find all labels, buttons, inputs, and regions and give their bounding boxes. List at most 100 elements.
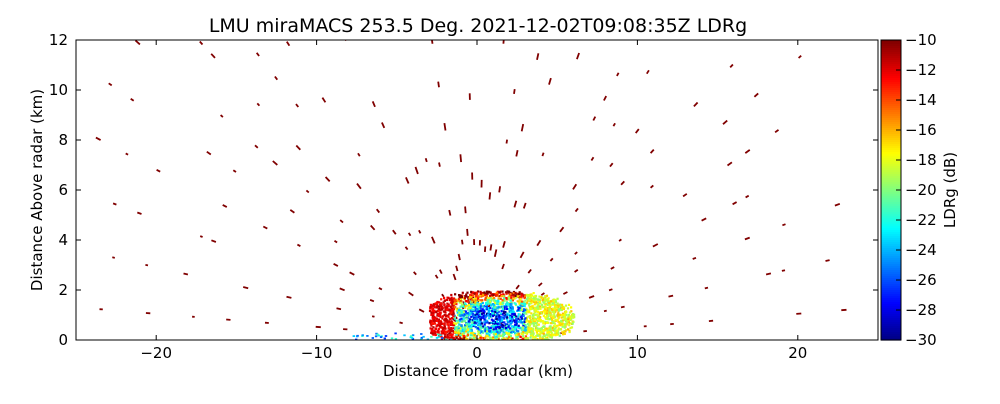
echo-pixel — [463, 317, 465, 319]
echo-pixel — [515, 320, 517, 322]
sparse-return-streak — [414, 272, 417, 275]
colorbar-tick-label: −12 — [905, 61, 937, 79]
echo-pixel — [499, 323, 501, 325]
echo-pixel — [430, 304, 432, 306]
echo-pixel — [496, 292, 498, 294]
sparse-return-streak — [373, 101, 375, 106]
echo-pixel — [471, 299, 473, 301]
sparse-return-streak — [549, 78, 551, 85]
sparse-return-streak — [371, 226, 375, 230]
echo-pixel — [548, 297, 550, 299]
sparse-return-streak — [589, 296, 594, 298]
echo-pixel — [560, 320, 562, 322]
sparse-return-streak — [522, 124, 524, 131]
sparse-return-streak — [591, 157, 593, 160]
y-tick-label: 6 — [58, 181, 68, 199]
echo-pixel — [508, 332, 510, 334]
echo-pixel — [570, 306, 572, 308]
echo-pixel — [534, 336, 536, 338]
sparse-return-streak — [377, 209, 380, 212]
echo-pixel — [523, 315, 525, 317]
y-tick-label: 4 — [58, 231, 68, 249]
sparse-return-streak — [651, 185, 654, 187]
echo-pixel — [530, 312, 532, 314]
echo-pixel — [446, 309, 448, 311]
echo-pixel — [433, 316, 435, 318]
echo-pixel — [442, 332, 444, 334]
echo-pixel — [468, 314, 470, 316]
echo-pixel — [454, 318, 456, 320]
echo-pixel — [429, 321, 431, 323]
sparse-return-streak — [507, 140, 508, 144]
echo-pixel — [537, 334, 539, 336]
echo-pixel — [448, 330, 450, 332]
echo-pixel — [545, 306, 547, 308]
sparse-return-streak — [255, 145, 258, 148]
sparse-return-streak — [296, 104, 298, 107]
echo-pixel — [544, 329, 546, 331]
echo-pixel — [380, 336, 382, 338]
sparse-return-streak — [113, 203, 116, 204]
echo-pixel — [438, 310, 440, 312]
echo-pixel — [505, 327, 507, 329]
echo-pixel — [485, 302, 487, 304]
echo-pixel — [496, 318, 498, 320]
echo-pixel — [480, 303, 482, 305]
echo-pixel — [527, 323, 529, 325]
echo-pixel — [450, 329, 452, 331]
echo-pixel — [507, 321, 509, 323]
sparse-return-streak — [782, 270, 785, 271]
echo-pixel — [505, 291, 507, 293]
echo-pixel — [466, 318, 468, 320]
echo-pixel — [468, 304, 470, 306]
echo-pixel — [530, 333, 532, 335]
x-tick-label: 20 — [788, 344, 807, 362]
echo-pixel — [448, 313, 450, 315]
echo-pixel — [471, 324, 473, 326]
sparse-return-streak — [613, 123, 615, 126]
echo-pixel — [451, 298, 453, 300]
sparse-return-streak — [723, 121, 727, 125]
echo-pixel — [565, 305, 567, 307]
echo-pixel — [522, 326, 524, 328]
echo-pixel — [502, 335, 504, 337]
sparse-return-streak — [157, 170, 161, 172]
echo-pixel — [474, 301, 476, 303]
sparse-return-streak — [406, 247, 408, 250]
echo-pixel — [436, 320, 438, 322]
sparse-return-streak — [322, 98, 325, 103]
echo-pixel — [465, 300, 467, 302]
echo-pixel — [484, 324, 486, 326]
sparse-return-streak — [460, 154, 461, 162]
echo-pixel — [535, 329, 537, 331]
echo-pixel — [518, 327, 520, 329]
echo-pixel — [551, 309, 553, 311]
echo-pixel — [539, 313, 541, 315]
echo-pixel — [453, 322, 455, 324]
echo-pixel — [470, 291, 472, 293]
echo-pixel — [490, 327, 492, 329]
sparse-return-streak — [653, 244, 658, 247]
sparse-return-streak — [409, 292, 414, 295]
echo-pixel — [437, 334, 439, 336]
echo-pixel — [430, 325, 432, 327]
sparse-return-streak — [296, 146, 300, 150]
echo-pixel — [537, 311, 539, 313]
sparse-return-streak — [372, 316, 374, 317]
echo-pixel — [517, 330, 519, 332]
echo-pixel — [569, 327, 571, 329]
sparse-return-streak — [211, 240, 216, 242]
echo-pixel — [486, 291, 488, 293]
echo-pixel — [471, 322, 473, 324]
colorbar-tick-label: −26 — [905, 271, 937, 289]
echo-pixel — [544, 316, 546, 318]
sparse-return-streak — [728, 162, 732, 165]
echo-pixel — [495, 300, 497, 302]
echo-pixel — [444, 326, 446, 328]
sparse-return-streak — [775, 130, 778, 132]
echo-pixel — [517, 295, 519, 297]
sparse-return-streak — [454, 274, 456, 280]
sparse-return-streak — [619, 239, 621, 241]
sparse-return-streak — [467, 229, 468, 236]
echo-pixel — [569, 315, 571, 317]
